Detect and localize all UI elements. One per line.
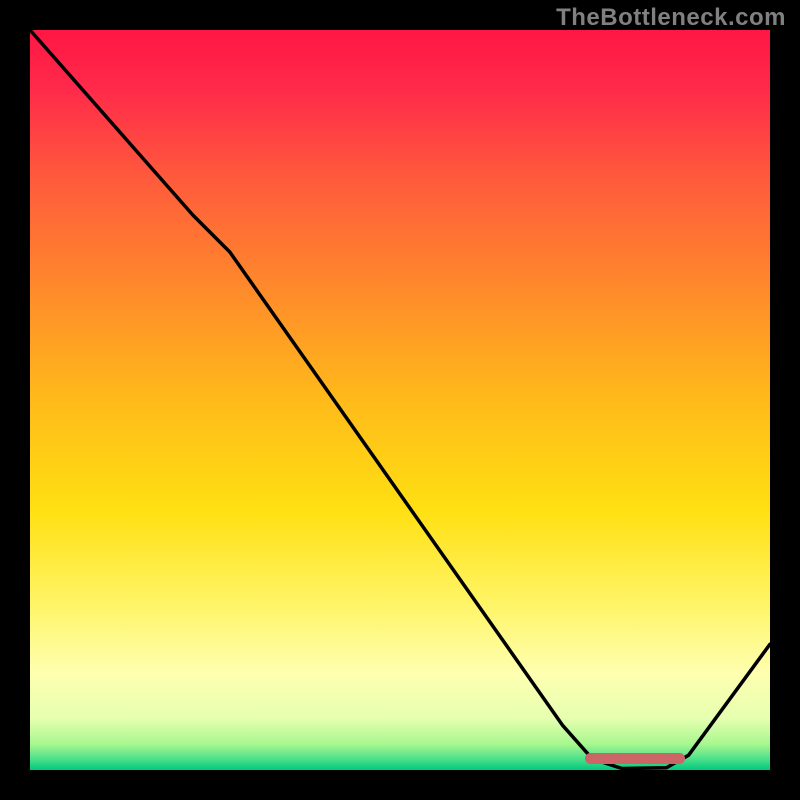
watermark-text: TheBottleneck.com (556, 4, 786, 32)
optimal-range-marker (585, 753, 685, 764)
chart-frame: TheBottleneck.com (0, 0, 800, 800)
bottleneck-curve (30, 30, 770, 770)
plot-area (30, 30, 770, 770)
